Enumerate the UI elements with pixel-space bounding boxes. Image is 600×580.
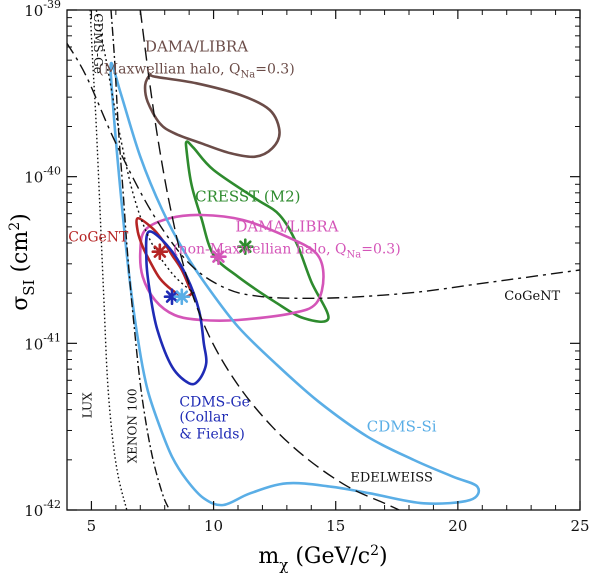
annotation-dama1a: DAMA/LIBRA xyxy=(145,38,248,56)
annotation-cdmsge_cf1-text: CDMS-Ge xyxy=(179,395,250,411)
annotation-cresst-text: CRESST (M2) xyxy=(195,188,300,206)
annotation-cogent_r: CoGeNT xyxy=(68,230,129,246)
annotation-cdmsge_lim: CDMS-Ge xyxy=(91,13,105,74)
limit-cdms-ge xyxy=(95,10,195,294)
annotation-cresst: CRESST (M2) xyxy=(195,188,300,206)
annotation-edel-text: EDELWEISS xyxy=(350,471,432,486)
region-cresst-m2 xyxy=(184,140,330,324)
limit-edelweiss xyxy=(139,10,400,510)
region-dama-libra-maxwellian-halo-q-na-0-3 xyxy=(143,73,281,159)
x-tick-label-20: 20 xyxy=(448,517,467,535)
annotation-dama1a-text: DAMA/LIBRA xyxy=(145,38,248,56)
annotation-dama2b-sub: Na xyxy=(347,249,362,260)
x-axis-label-unit: (GeV/c xyxy=(288,544,370,569)
annotation-xenon-text: XENON 100 xyxy=(126,388,140,463)
x-tick-label-10: 10 xyxy=(204,517,223,535)
annotation-xenon: XENON 100 xyxy=(126,388,140,463)
y-tick-label--40: 10-40 xyxy=(24,165,61,187)
y-tick-label--42: 10-42 xyxy=(24,498,61,520)
annotation-dama1b-sub: Na xyxy=(241,69,256,80)
annotation-cogent_l: CoGeNT xyxy=(504,289,560,304)
annotation-lux-text: LUX xyxy=(80,392,94,418)
annotation-cdmsge_lim-text: CDMS-Ge xyxy=(91,13,105,74)
marker-cdms-ge-c-f-best-fit xyxy=(163,288,181,306)
marker-cresst-best-fit xyxy=(237,238,254,255)
x-axis-label-base: m xyxy=(258,544,279,569)
annotation-dama1b: (Maxwellian halo, QNa=0.3) xyxy=(98,61,294,80)
x-tick-label-15: 15 xyxy=(326,517,345,535)
annotation-edel: EDELWEISS xyxy=(350,471,432,486)
annotation-dama2a-text: DAMA/LIBRA xyxy=(235,218,338,236)
annotation-dama2b-after: =0.3) xyxy=(361,241,400,257)
annotation-cdmsge_cf3: & Fields) xyxy=(179,426,244,442)
annotation-dama1b-after: =0.3) xyxy=(255,61,294,77)
x-axis-label: mχ (GeV/c2) xyxy=(258,543,387,574)
limit-xenon-100 xyxy=(110,10,171,510)
y-axis-label-unit-sup: 2 xyxy=(7,222,23,231)
annotation-dama2b: (non-Maxwellian halo, QNa=0.3) xyxy=(173,241,401,260)
annotation-cdmsge_cf3-text: & Fields) xyxy=(179,426,244,442)
y-tick-label--39: 10-39 xyxy=(24,0,61,20)
annotation-lux: LUX xyxy=(80,392,94,418)
y-axis-label-unit: (cm xyxy=(8,231,33,280)
annotation-cdmsge_cf2: (Collar xyxy=(179,410,228,426)
annotation-cdmsge_cf1: CDMS-Ge xyxy=(179,395,250,411)
x-axis-label-unit-sup: 2 xyxy=(370,543,379,559)
x-axis-label-sub: χ xyxy=(279,556,288,574)
annotation-cdmssi: CDMS-Si xyxy=(367,418,437,436)
annotation-dama2b-text: (non-Maxwellian halo, Q xyxy=(173,241,346,257)
region-dama-libra-non-maxwellian-halo-q-na-0-3 xyxy=(138,213,325,323)
annotation-cogent_l-text: CoGeNT xyxy=(504,289,560,304)
y-axis-label-base: σ xyxy=(8,296,33,311)
y-axis-label-sub: SI xyxy=(20,279,38,295)
annotation-cdmsge_cf2-text: (Collar xyxy=(179,410,228,426)
x-tick-label-25: 25 xyxy=(570,517,589,535)
y-axis-label: σSI (cm2) xyxy=(7,213,38,311)
annotation-cdmssi-text: CDMS-Si xyxy=(367,418,437,436)
region-cdms-si xyxy=(109,61,481,507)
annotation-dama2a: DAMA/LIBRA xyxy=(235,218,338,236)
plot-frame xyxy=(66,9,581,511)
limit-cogent xyxy=(67,42,580,300)
y-axis-label-unit-close: ) xyxy=(8,213,33,222)
y-tick-label--41: 10-41 xyxy=(24,331,61,353)
annotation-cogent_r-text: CoGeNT xyxy=(68,230,129,246)
marker-cogent-best-fit xyxy=(151,243,169,261)
marker-dama-libra-non-maxwellian-best-fit xyxy=(210,248,227,266)
annotation-dama1b-text: (Maxwellian halo, Q xyxy=(98,61,240,77)
x-tick-label-5: 5 xyxy=(87,517,97,535)
marker-cdms-si-best-fit xyxy=(173,288,191,306)
x-axis-label-unit-close: ) xyxy=(379,544,388,569)
